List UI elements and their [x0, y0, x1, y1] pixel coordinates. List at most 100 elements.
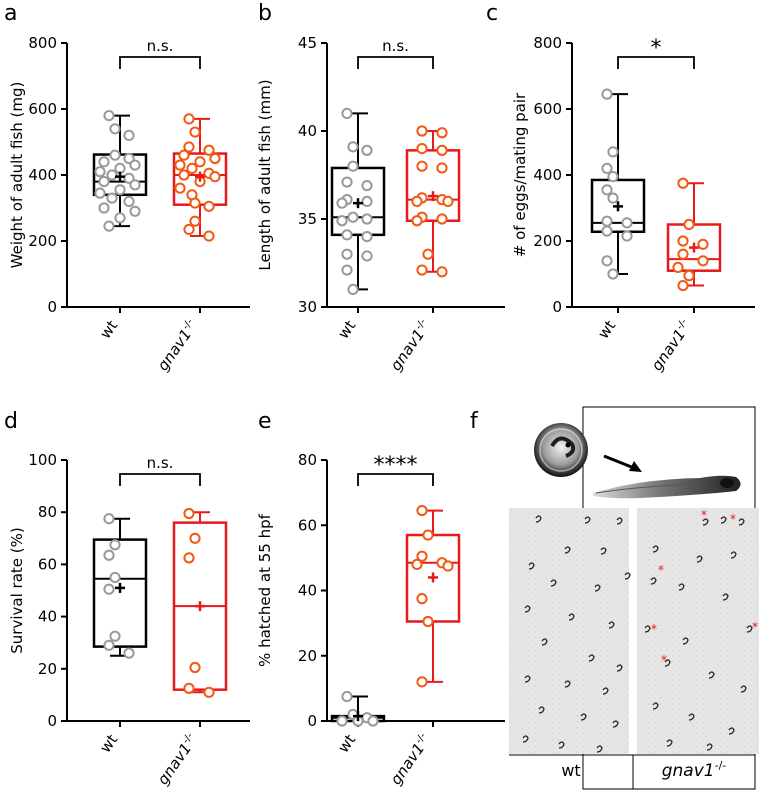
larva-mark — [594, 584, 601, 592]
panel-letter-c: c — [486, 1, 498, 26]
significance-label: n.s. — [147, 37, 174, 55]
larva-mark — [650, 577, 657, 585]
y-tick-label: 800 — [533, 34, 562, 52]
larva-mark — [702, 518, 709, 526]
data-point — [601, 162, 613, 174]
iqr-box — [590, 178, 646, 234]
larva-mark — [666, 739, 673, 747]
data-point — [677, 248, 689, 260]
wt-dish-photo — [509, 508, 631, 754]
data-point — [341, 107, 353, 120]
box-gnav1 — [405, 504, 461, 688]
data-point — [601, 184, 613, 196]
data-point — [106, 192, 118, 204]
data-point — [106, 169, 118, 181]
arrow-icon — [603, 454, 642, 472]
y-tick-label: 600 — [533, 100, 562, 118]
label-wt: wt — [561, 761, 580, 780]
larva-mark — [600, 547, 607, 555]
data-point — [209, 152, 221, 165]
data-point — [361, 179, 373, 192]
data-point — [94, 166, 106, 178]
data-point — [347, 283, 359, 295]
y-tick-label: 40 — [38, 608, 57, 626]
larva-mark — [602, 687, 609, 695]
data-point — [411, 558, 423, 571]
data-point — [123, 152, 135, 165]
gnav1-dish-photo: * * * * * * — [637, 508, 759, 754]
y-tick-label: 400 — [533, 166, 562, 184]
label-gnav1: gnav1-/- — [662, 759, 727, 781]
data-point — [189, 126, 201, 138]
box-wt — [330, 690, 386, 727]
data-point — [697, 238, 709, 250]
data-point — [178, 169, 190, 181]
data-point — [183, 223, 195, 236]
larva-mark — [740, 685, 747, 693]
data-point — [98, 202, 110, 214]
panel-e: e 0 20 40 60 80 % hatched at 55 hpf wt gnav1-/- *… — [256, 409, 505, 788]
significance-label: **** — [374, 453, 418, 478]
panel-letter-d: d — [4, 409, 18, 434]
data-point — [183, 507, 195, 520]
data-point — [103, 110, 115, 122]
data-point — [347, 160, 359, 172]
x-tick-label-base: gnav1 — [154, 326, 195, 375]
panel-letter-b: b — [258, 1, 272, 26]
x-tick-label: gnav1-/- — [154, 317, 202, 375]
box-wt — [92, 110, 148, 232]
box-wt — [590, 88, 646, 280]
larva-mark — [524, 605, 531, 613]
data-point — [109, 123, 121, 135]
data-point — [114, 162, 126, 174]
data-point — [677, 235, 689, 247]
larva-mark — [746, 625, 753, 633]
data-point — [98, 156, 110, 168]
significance-bracket — [357, 56, 434, 69]
x-tick-label: wt — [96, 731, 121, 756]
data-point — [103, 513, 115, 525]
data-point — [174, 159, 186, 171]
y-axis-label: # of eggs/mating pair — [511, 92, 529, 257]
larva-mark — [608, 621, 615, 629]
data-point — [416, 550, 428, 562]
data-point — [361, 195, 373, 207]
data-point — [194, 156, 206, 168]
larva-mark — [541, 638, 548, 646]
data-point — [436, 144, 448, 156]
y-tick-label: 40 — [298, 582, 317, 600]
larva-mark — [568, 613, 575, 621]
y-tick-label: 200 — [28, 232, 57, 250]
box-gnav1 — [666, 177, 722, 292]
box-wt — [330, 107, 386, 295]
data-point — [114, 212, 126, 224]
y-tick-label: 200 — [533, 232, 562, 250]
y-tick-label: 0 — [552, 298, 562, 316]
data-point — [607, 192, 619, 204]
data-point — [683, 270, 695, 282]
y-axis-label: % hatched at 55 hpf — [256, 513, 274, 667]
larva-mark — [652, 545, 659, 553]
data-point — [411, 215, 423, 227]
larva-mark — [722, 593, 729, 601]
data-point — [422, 615, 434, 628]
x-tick-label: wt — [594, 317, 619, 342]
data-point — [341, 176, 353, 188]
data-point — [607, 268, 619, 280]
data-point — [601, 215, 613, 227]
data-point — [203, 230, 215, 242]
y-tick-label: 400 — [28, 166, 57, 184]
red-star-mark: * — [658, 563, 664, 577]
data-point — [341, 248, 353, 260]
data-point — [129, 179, 141, 191]
larva-mark — [708, 671, 715, 679]
data-point — [341, 229, 353, 241]
label-gnav1-base: gnav1 — [662, 761, 715, 781]
x-tick-label: wt — [96, 317, 121, 342]
panel-letter-a: a — [4, 1, 17, 26]
larva-mark — [706, 743, 713, 751]
data-point — [697, 255, 709, 267]
larva-mark — [730, 551, 737, 559]
significance-bracket — [357, 473, 434, 486]
